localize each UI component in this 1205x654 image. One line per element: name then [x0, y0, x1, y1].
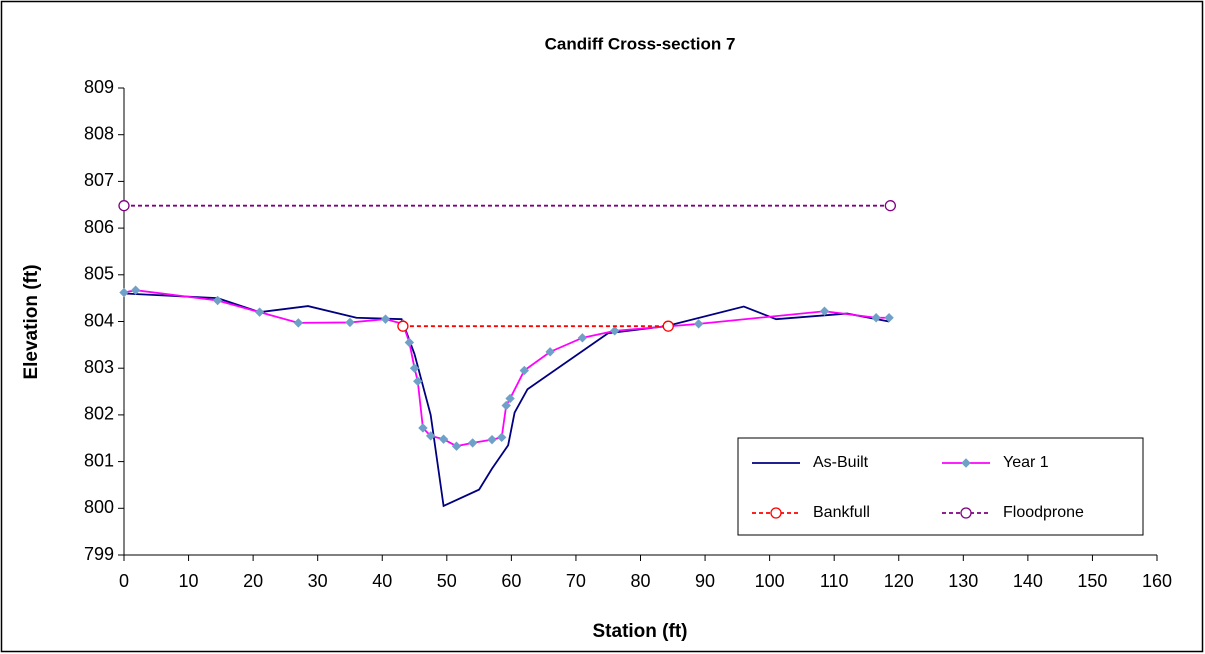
marker: [693, 319, 704, 329]
x-tick-label: 10: [179, 571, 199, 591]
marker: [118, 200, 130, 212]
x-tick-label: 0: [119, 571, 129, 591]
x-tick-label: 110: [820, 571, 849, 591]
marker: [409, 363, 420, 373]
y-tick-label: 799: [84, 544, 114, 564]
marker: [345, 317, 355, 328]
legend-marker: [961, 458, 971, 468]
legend-marker: [770, 507, 782, 519]
y-tick-label: 800: [84, 497, 114, 517]
marker: [467, 438, 478, 448]
x-tick-label: 30: [308, 571, 328, 591]
marker: [413, 376, 423, 386]
x-tick-label: 50: [437, 571, 457, 591]
x-tick-label: 140: [1013, 571, 1043, 591]
marker: [438, 434, 449, 444]
series-line: [123, 289, 890, 448]
x-axis-title: Station (ft): [593, 621, 688, 642]
x-tick-label: 130: [948, 571, 978, 591]
y-tick-label: 806: [84, 217, 114, 237]
marker: [577, 333, 588, 343]
marker: [819, 306, 830, 316]
x-tick-label: 40: [372, 571, 392, 591]
marker: [380, 314, 391, 324]
y-tick-label: 802: [84, 404, 114, 424]
marker: [545, 347, 555, 357]
x-tick-label: 100: [755, 571, 785, 591]
marker: [871, 313, 881, 323]
marker: [501, 400, 511, 411]
legend-box: [737, 437, 1144, 536]
marker: [662, 320, 674, 332]
marker: [884, 313, 894, 323]
y-tick-label: 803: [84, 357, 114, 377]
x-tick-label: 90: [695, 571, 715, 591]
x-tick-label: 80: [630, 571, 650, 591]
legend-label: Floodprone: [1003, 504, 1084, 521]
x-tick-label: 70: [566, 571, 586, 591]
series-line: [123, 292, 890, 508]
x-tick-label: 60: [501, 571, 521, 591]
legend-label: Bankfull: [813, 504, 870, 521]
y-tick-label: 805: [84, 264, 114, 284]
marker: [487, 434, 497, 445]
marker: [519, 365, 529, 376]
legend-label: Year 1: [1003, 454, 1049, 471]
x-tick-label: 160: [1142, 571, 1172, 591]
marker: [884, 200, 897, 212]
y-axis-title: Elevation (ft): [21, 264, 42, 379]
marker: [425, 431, 436, 441]
marker: [418, 423, 428, 433]
y-tick-label: 804: [84, 310, 114, 330]
chart-title: Candiff Cross-section 7: [545, 34, 736, 53]
y-tick-label: 809: [84, 77, 114, 97]
marker: [609, 326, 620, 336]
marker: [212, 295, 223, 306]
marker: [254, 307, 265, 317]
x-tick-label: 150: [1077, 571, 1107, 591]
marker: [293, 318, 304, 328]
legend-marker: [960, 507, 972, 519]
y-tick-label: 801: [84, 450, 114, 470]
marker: [119, 287, 129, 298]
marker: [404, 337, 415, 348]
marker: [130, 285, 141, 295]
marker: [451, 441, 462, 451]
y-tick-label: 807: [84, 170, 114, 190]
marker: [496, 432, 507, 443]
x-tick-label: 20: [243, 571, 263, 591]
y-tick-label: 808: [84, 123, 114, 143]
marker: [505, 393, 515, 404]
x-tick-label: 120: [884, 571, 914, 591]
legend-label: As-Built: [813, 454, 869, 471]
marker: [397, 320, 409, 332]
